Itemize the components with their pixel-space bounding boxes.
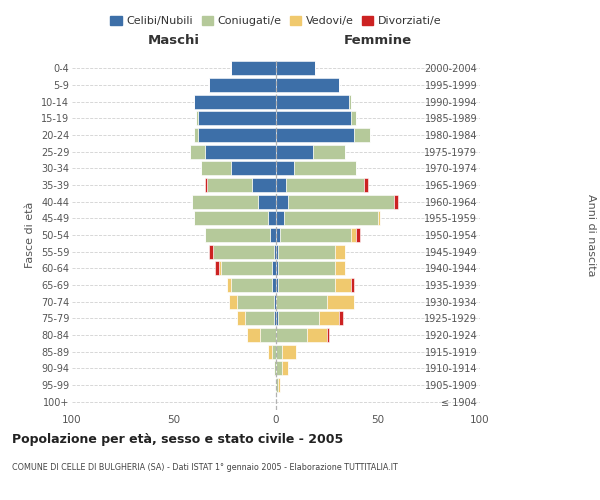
Bar bbox=[193, 194, 257, 209]
Bar bbox=[229, 294, 237, 308]
Bar bbox=[213, 244, 274, 259]
Bar bbox=[231, 62, 276, 76]
Bar bbox=[276, 78, 339, 92]
Bar bbox=[274, 311, 276, 326]
Bar bbox=[272, 278, 276, 292]
Bar bbox=[199, 128, 276, 142]
Bar bbox=[274, 244, 276, 259]
Legend: Celibi/Nubili, Coniugati/e, Vedovi/e, Divorziati/e: Celibi/Nubili, Coniugati/e, Vedovi/e, Di… bbox=[106, 12, 446, 30]
Bar bbox=[260, 328, 276, 342]
Text: Anni di nascita: Anni di nascita bbox=[586, 194, 596, 276]
Bar bbox=[276, 294, 327, 308]
Bar bbox=[227, 278, 231, 292]
Bar bbox=[319, 311, 339, 326]
Bar bbox=[215, 261, 219, 276]
Bar bbox=[278, 278, 335, 292]
Bar bbox=[288, 194, 394, 209]
Bar bbox=[394, 194, 398, 209]
Bar bbox=[205, 144, 276, 159]
Bar bbox=[237, 294, 274, 308]
Text: Popolazione per età, sesso e stato civile - 2005: Popolazione per età, sesso e stato civil… bbox=[12, 432, 343, 446]
Bar bbox=[276, 178, 286, 192]
Bar bbox=[276, 194, 288, 209]
Bar bbox=[276, 112, 352, 126]
Bar bbox=[276, 94, 349, 109]
Bar bbox=[335, 261, 346, 276]
Y-axis label: Fasce di età: Fasce di età bbox=[25, 202, 35, 268]
Bar bbox=[206, 178, 251, 192]
Bar bbox=[276, 128, 353, 142]
Bar bbox=[274, 361, 276, 376]
Bar bbox=[194, 211, 268, 226]
Bar bbox=[352, 112, 356, 126]
Bar bbox=[257, 194, 276, 209]
Bar bbox=[353, 128, 370, 142]
Bar bbox=[200, 162, 231, 175]
Bar bbox=[276, 311, 278, 326]
Bar bbox=[196, 112, 199, 126]
Text: Femmine: Femmine bbox=[344, 34, 412, 46]
Bar bbox=[378, 211, 380, 226]
Bar bbox=[194, 94, 276, 109]
Bar bbox=[349, 94, 352, 109]
Bar bbox=[276, 278, 278, 292]
Bar bbox=[356, 228, 359, 242]
Bar bbox=[286, 178, 364, 192]
Bar bbox=[245, 311, 274, 326]
Bar bbox=[276, 162, 295, 175]
Bar bbox=[276, 261, 278, 276]
Bar bbox=[274, 294, 276, 308]
Bar bbox=[272, 344, 276, 359]
Bar bbox=[295, 162, 356, 175]
Bar bbox=[335, 278, 352, 292]
Bar bbox=[237, 311, 245, 326]
Bar bbox=[190, 144, 205, 159]
Bar bbox=[278, 311, 319, 326]
Bar bbox=[339, 311, 343, 326]
Text: Maschi: Maschi bbox=[148, 34, 200, 46]
Bar bbox=[276, 228, 280, 242]
Bar bbox=[205, 178, 206, 192]
Bar bbox=[307, 328, 327, 342]
Bar bbox=[276, 211, 284, 226]
Bar bbox=[209, 244, 213, 259]
Bar bbox=[282, 361, 288, 376]
Bar bbox=[268, 211, 276, 226]
Bar bbox=[352, 278, 353, 292]
Bar bbox=[276, 62, 315, 76]
Bar bbox=[209, 78, 276, 92]
Bar bbox=[276, 144, 313, 159]
Bar bbox=[272, 261, 276, 276]
Bar bbox=[268, 344, 272, 359]
Bar bbox=[231, 278, 272, 292]
Bar bbox=[278, 261, 335, 276]
Bar bbox=[270, 228, 276, 242]
Bar bbox=[335, 244, 346, 259]
Bar bbox=[276, 378, 278, 392]
Bar bbox=[313, 144, 346, 159]
Bar bbox=[231, 162, 276, 175]
Bar bbox=[352, 228, 356, 242]
Bar bbox=[194, 128, 199, 142]
Bar bbox=[278, 378, 280, 392]
Bar bbox=[364, 178, 368, 192]
Bar bbox=[327, 294, 353, 308]
Bar bbox=[276, 328, 307, 342]
Bar bbox=[280, 228, 352, 242]
Bar bbox=[276, 361, 282, 376]
Text: COMUNE DI CELLE DI BULGHERIA (SA) - Dati ISTAT 1° gennaio 2005 - Elaborazione TU: COMUNE DI CELLE DI BULGHERIA (SA) - Dati… bbox=[12, 462, 398, 471]
Bar bbox=[276, 244, 278, 259]
Bar bbox=[251, 178, 276, 192]
Bar bbox=[219, 261, 221, 276]
Bar bbox=[276, 344, 282, 359]
Bar bbox=[282, 344, 296, 359]
Bar bbox=[327, 328, 329, 342]
Bar bbox=[247, 328, 260, 342]
Bar bbox=[221, 261, 272, 276]
Bar bbox=[199, 112, 276, 126]
Bar bbox=[284, 211, 378, 226]
Bar bbox=[278, 244, 335, 259]
Bar bbox=[205, 228, 270, 242]
